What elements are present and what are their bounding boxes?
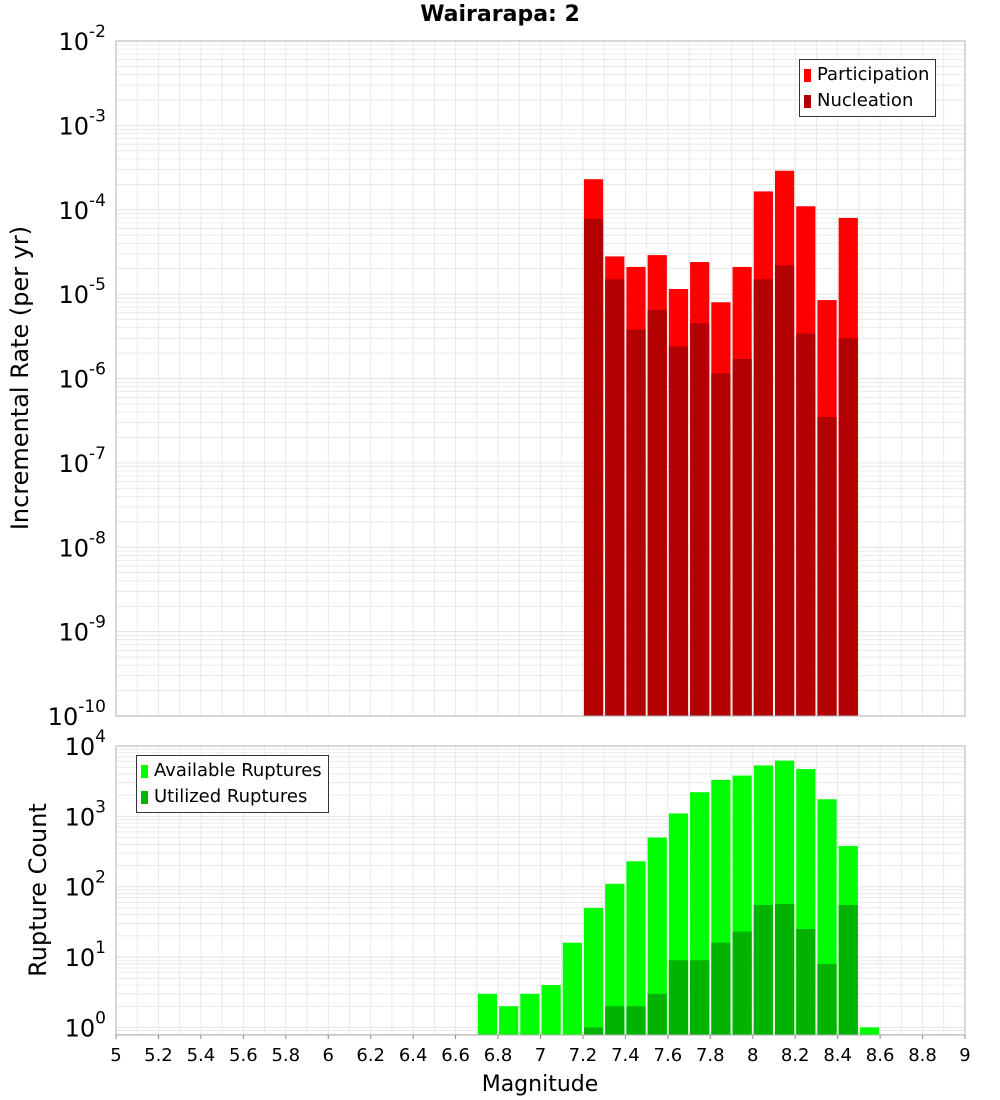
- bottom-bar-utilized-ruptures: [583, 1027, 604, 1035]
- bottom-plot: 100 101 102 103 104 5 5.2 5.4 5.6 5.8 6 6.2 6.4 6.6 6.…: [65, 727, 971, 1066]
- bottom-x-tick-label: 8: [747, 1045, 758, 1066]
- bottom-x-tick-label: 8.6: [866, 1045, 895, 1066]
- bottom-x-tick-label: 8.8: [908, 1045, 937, 1066]
- top-bar-nucleation: [668, 346, 689, 716]
- legend-label-available: Available Ruptures: [154, 760, 322, 781]
- top-bar-nucleation: [711, 373, 731, 716]
- bottom-bar-utilized-ruptures: [690, 960, 710, 1035]
- bottom-bar-utilized-ruptures: [838, 904, 858, 1035]
- top-y-tick-label: 10-4: [59, 191, 107, 225]
- bottom-x-tick-label: 7: [535, 1045, 546, 1066]
- bottom-x-tick-label: 8.2: [781, 1045, 810, 1066]
- axis-labels: Incremental Rate (per yr) Rupture Count Ma…: [6, 226, 598, 1097]
- bottom-x-tick-label: 5.2: [144, 1045, 173, 1066]
- bottom-y-tick-label: 103: [65, 797, 106, 831]
- top-y-tick-label: 10-7: [59, 444, 107, 478]
- top-y-tick-label: 10-10: [48, 697, 106, 731]
- bottom-x-tick-label: 7.8: [696, 1045, 725, 1066]
- bottom-y-tick-label: 104: [65, 727, 106, 761]
- bottom-bar-available-ruptures: [605, 883, 625, 1035]
- bottom-bar-utilized-ruptures: [753, 904, 773, 1035]
- bottom-bar-utilized-ruptures: [732, 931, 752, 1035]
- top-bar-nucleation: [838, 338, 858, 716]
- bottom-x-tick-label: 6: [323, 1045, 334, 1066]
- bottom-bar-available-ruptures: [520, 993, 540, 1035]
- page-title: Wairarapa: 2: [420, 2, 580, 27]
- bottom-x-tick-label: 7.2: [569, 1045, 598, 1066]
- bottom-bar-available-ruptures: [647, 837, 667, 1035]
- bottom-x-tick-label: 5: [110, 1045, 121, 1066]
- top-bar-nucleation: [690, 323, 710, 716]
- top-y-tick-label: 10-6: [59, 360, 107, 394]
- bottom-y-axis-label: Rupture Count: [24, 803, 52, 977]
- top-y-tick-label: 10-5: [59, 275, 107, 309]
- legend-item-available: Available Ruptures: [141, 758, 322, 784]
- bottom-x-tick-label: 5.4: [187, 1045, 216, 1066]
- legend-swatch-participation: [804, 68, 811, 82]
- top-bar-nucleation: [796, 333, 816, 716]
- bottom-x-tick-label: 7.4: [611, 1045, 640, 1066]
- top-bar-nucleation: [732, 359, 752, 716]
- bottom-bar-utilized-ruptures: [796, 929, 816, 1035]
- bottom-x-tick-label: 6.2: [356, 1045, 385, 1066]
- bottom-x-tick-label: 6.8: [484, 1045, 513, 1066]
- legend-item-participation: Participation: [804, 62, 929, 88]
- top-bar-nucleation: [753, 279, 773, 716]
- legend-item-nucleation: Nucleation: [804, 88, 929, 114]
- bottom-x-tick-label: 8.4: [823, 1045, 852, 1066]
- bottom-bar-utilized-ruptures: [774, 903, 795, 1035]
- top-y-axis-label: Incremental Rate (per yr): [6, 226, 34, 530]
- x-axis-label: Magnitude: [482, 1072, 599, 1097]
- bottom-bar-available-ruptures: [541, 985, 561, 1035]
- top-bar-nucleation: [583, 218, 604, 716]
- top-y-tick-label: 10-2: [59, 22, 107, 56]
- bottom-x-tick-label: 7.6: [654, 1045, 683, 1066]
- bottom-y-tick-label: 100: [65, 1008, 106, 1042]
- top-y-tick-label: 10-8: [59, 528, 107, 562]
- bottom-x-tick-label: 6.6: [441, 1045, 470, 1066]
- bottom-bar-utilized-ruptures: [817, 963, 837, 1035]
- bottom-x-tick-label: 5.8: [271, 1045, 300, 1066]
- bottom-bar-available-ruptures: [626, 861, 646, 1035]
- top-y-tick-label: 10-9: [59, 613, 107, 647]
- top-bar-nucleation: [774, 265, 795, 716]
- legend-label-utilized: Utilized Ruptures: [154, 786, 308, 807]
- bottom-bar-available-ruptures: [477, 993, 498, 1035]
- legend-swatch-nucleation: [804, 94, 811, 108]
- bottom-x-tick-label: 6.4: [399, 1045, 428, 1066]
- top-y-tick-label: 10-3: [59, 106, 107, 140]
- top-bar-nucleation: [817, 416, 837, 716]
- top-legend: Participation Nucleation: [799, 59, 937, 117]
- legend-swatch-utilized: [141, 790, 148, 804]
- bottom-bar-utilized-ruptures: [647, 993, 667, 1035]
- bottom-bar-available-ruptures: [583, 907, 604, 1035]
- bottom-y-tick-label: 101: [65, 938, 106, 972]
- bottom-x-tick-label: 5.6: [229, 1045, 258, 1066]
- bottom-bar-available-ruptures: [499, 1006, 519, 1035]
- legend-swatch-available: [141, 764, 148, 778]
- bottom-bar-available-ruptures: [859, 1027, 880, 1035]
- bottom-y-tick-label: 102: [65, 868, 106, 902]
- bottom-bar-utilized-ruptures: [605, 1006, 625, 1035]
- bottom-bar-available-ruptures: [562, 942, 582, 1035]
- legend-label-nucleation: Nucleation: [817, 90, 914, 111]
- legend-item-utilized: Utilized Ruptures: [141, 784, 322, 810]
- bottom-bar-utilized-ruptures: [711, 942, 731, 1035]
- legend-label-participation: Participation: [817, 64, 930, 85]
- bottom-bar-utilized-ruptures: [626, 1006, 646, 1035]
- top-frame: [115, 40, 966, 717]
- bottom-bar-utilized-ruptures: [668, 960, 689, 1035]
- bottom-legend: Available Ruptures Utilized Ruptures: [136, 755, 329, 813]
- top-plot: 10-10 10-9 10-8 10-7 10-6 10-5 10-4 10-3 10-2: [48, 22, 966, 731]
- top-bar-nucleation: [605, 279, 625, 716]
- bottom-x-tick-label: 9: [959, 1045, 970, 1066]
- top-bar-nucleation: [647, 309, 667, 716]
- top-bar-nucleation: [626, 329, 646, 716]
